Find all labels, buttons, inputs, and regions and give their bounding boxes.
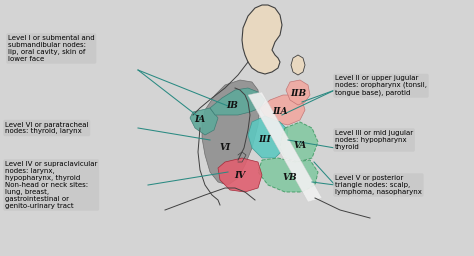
Polygon shape xyxy=(280,122,318,162)
Polygon shape xyxy=(260,95,305,125)
Polygon shape xyxy=(291,55,305,75)
Polygon shape xyxy=(248,92,322,202)
Text: IIA: IIA xyxy=(272,108,288,116)
Text: Level V or posterior
triangle nodes: scalp,
lymphoma, nasopharynx: Level V or posterior triangle nodes: sca… xyxy=(335,175,422,195)
Polygon shape xyxy=(210,88,265,115)
Text: VA: VA xyxy=(293,141,307,150)
Text: VI: VI xyxy=(219,144,231,153)
Text: IB: IB xyxy=(226,101,238,111)
Text: Level IV or supraclavicular
nodes: larynx,
hypopharynx, thyroid
Non-head or neck: Level IV or supraclavicular nodes: laryn… xyxy=(5,161,97,209)
Polygon shape xyxy=(218,158,262,192)
Polygon shape xyxy=(190,108,218,135)
Text: Level VI or paratracheal
nodes: thyroid, larynx: Level VI or paratracheal nodes: thyroid,… xyxy=(5,122,89,134)
Polygon shape xyxy=(248,116,288,158)
Text: IV: IV xyxy=(234,170,246,179)
Text: III: III xyxy=(259,135,272,144)
Text: Level I or submental and
submandibular nodes:
lip, oral cavity, skin of
lower fa: Level I or submental and submandibular n… xyxy=(8,35,95,62)
Polygon shape xyxy=(202,80,260,185)
Text: IA: IA xyxy=(194,115,206,124)
Text: IIB: IIB xyxy=(290,90,306,99)
Text: Level III or mid jugular
nodes: hypopharynx
thyroid: Level III or mid jugular nodes: hypophar… xyxy=(335,130,413,150)
Text: Level II or upper jugular
nodes: oropharynx (tonsil,
tongue base), parotid: Level II or upper jugular nodes: orophar… xyxy=(335,75,427,96)
Polygon shape xyxy=(242,5,282,74)
Text: VB: VB xyxy=(283,174,297,183)
Polygon shape xyxy=(286,80,310,105)
Polygon shape xyxy=(258,158,318,192)
